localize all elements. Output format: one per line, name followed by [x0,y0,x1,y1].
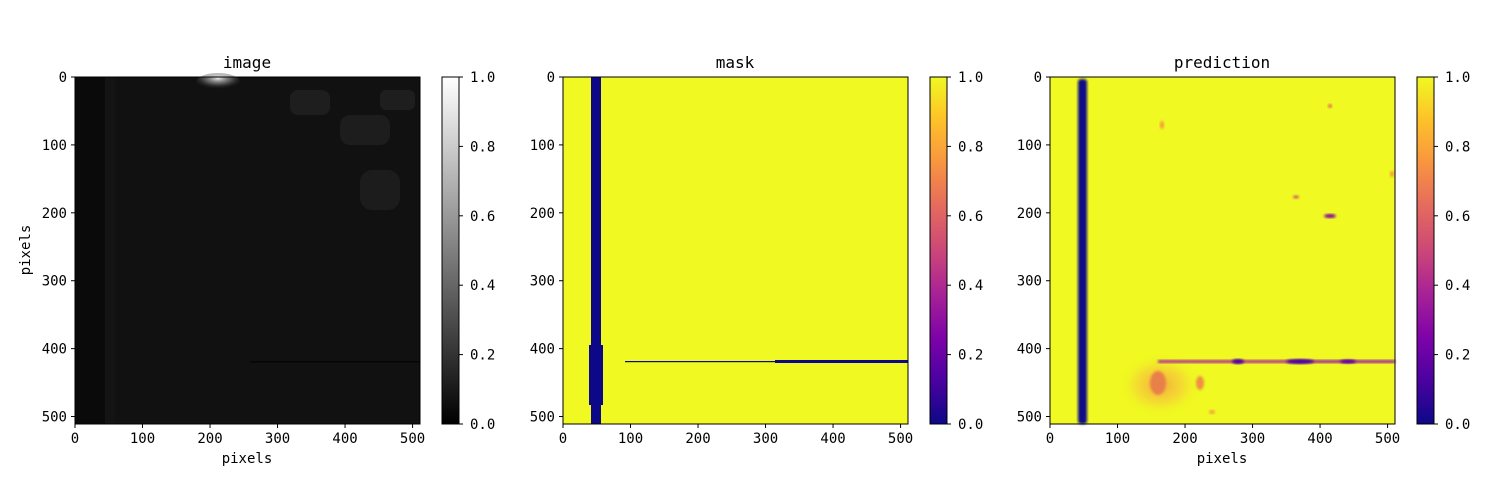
x-tick-label: 500 [400,431,425,447]
colorbar-ticks: 0.0 0.2 0.4 0.6 0.8 1.0 [947,70,983,433]
y-tick-label: 100 [42,138,67,154]
colorbar: 0.0 0.2 0.4 0.6 0.8 1.0 [441,70,495,433]
x-axis-label: pixels [1197,451,1248,467]
y-tick-label: 0 [547,70,555,86]
x-tick-label: 100 [130,431,155,447]
colorbar-ticks: 0.0 0.2 0.4 0.6 0.8 1.0 [1434,70,1470,433]
y-tick-label: 0 [59,70,67,86]
y-tick-label: 500 [1017,410,1042,426]
colorbar-tick-label: 0.0 [1445,417,1470,433]
colorbar: 0.0 0.2 0.4 0.6 0.8 1.0 [1416,70,1470,433]
mask-horizontal-line-thin [625,361,775,363]
x-axis: 0 100 200 300 400 500 [559,424,913,447]
colorbar-tick-label: 0.8 [470,139,495,155]
x-tick-label: 300 [1240,431,1265,447]
colorbar-tick-label: 0.6 [470,209,495,225]
colorbar-tick-label: 0.4 [958,278,983,294]
heatmap-prediction [1050,77,1395,424]
x-tick-label: 400 [332,431,357,447]
y-tick-label: 100 [1017,138,1042,154]
colorbar-tick-label: 0.0 [470,417,495,433]
colorbar-tick-label: 0.2 [470,348,495,364]
y-tick-label: 100 [530,138,555,154]
x-tick-label: 400 [820,431,845,447]
colorbar-tick-label: 0.6 [1445,209,1470,225]
x-axis: 0 100 200 300 400 500 [1046,424,1400,447]
panel-title: mask [716,53,755,72]
colorbar-tick-label: 1.0 [1445,70,1470,86]
panel-prediction: prediction 0 100 200 300 400 500 0 100 200 300 40… [1017,53,1471,467]
y-tick-label: 300 [1017,274,1042,290]
y-tick-label: 200 [1017,206,1042,222]
x-tick-label: 0 [559,431,567,447]
panel-mask: mask 0 100 200 300 400 500 0 100 200 300 400 500 0… [530,53,984,447]
x-tick-label: 200 [685,431,710,447]
colorbar-tick-label: 1.0 [470,70,495,86]
x-axis-label: pixels [222,451,273,467]
heatmap-mask [563,77,908,424]
colorbar-tick-label: 0.2 [1445,348,1470,364]
panel-title: image [223,53,271,72]
y-tick-label: 400 [1017,342,1042,358]
y-axis-label: pixels [18,225,34,276]
colorbar-tick-label: 0.4 [1445,278,1470,294]
y-tick-label: 300 [42,274,67,290]
y-tick-label: 400 [530,342,555,358]
colorbar-tick-label: 0.8 [958,139,983,155]
prediction-vertical-line [1078,79,1087,424]
y-axis: 0 100 200 300 400 500 [530,70,563,426]
y-axis: 0 100 200 300 400 500 [1017,70,1050,426]
x-tick-label: 500 [1375,431,1400,447]
x-axis: 0 100 200 300 400 500 [71,424,425,447]
mask-horizontal-line-thick [775,360,908,363]
colorbar-tick-label: 0.8 [1445,139,1470,155]
y-tick-label: 200 [530,206,555,222]
prediction-spot [1324,214,1336,218]
axes-frame [562,76,909,425]
colorbar-tick-label: 0.0 [958,417,983,433]
y-tick-label: 200 [42,206,67,222]
panel-image: image 0 100 200 300 400 500 0100200300400500 … [18,53,495,467]
colorbar-ticks: 0.0 0.2 0.4 0.6 0.8 1.0 [459,70,495,433]
mask-vertical-line [591,77,601,424]
colorbar: 0.0 0.2 0.4 0.6 0.8 1.0 [929,70,983,433]
x-tick-label: 200 [1172,431,1197,447]
y-tick-label: 500 [530,410,555,426]
x-tick-label: 0 [71,431,79,447]
x-tick-label: 100 [1105,431,1130,447]
y-tick-label: 400 [42,342,67,358]
colorbar-tick-label: 0.2 [958,348,983,364]
y-tick-label: 300 [530,274,555,290]
y-tick-label: 0 [1034,70,1042,86]
axes-frame [74,76,421,425]
axes-frame [1049,76,1396,425]
x-tick-label: 200 [197,431,222,447]
bright-region [196,73,240,91]
colorbar-tick-label: 0.4 [470,278,495,294]
x-tick-label: 400 [1307,431,1332,447]
x-tick-label: 100 [618,431,643,447]
colorbar-tick-label: 1.0 [958,70,983,86]
panel-title: prediction [1174,53,1270,72]
y-axis: 0 100 200 300 400 500 [42,70,75,426]
x-tick-label: 300 [753,431,778,447]
x-tick-label: 0 [1046,431,1054,447]
x-tick-label: 500 [888,431,913,447]
x-tick-label: 300 [265,431,290,447]
y-tick-label: 500 [42,410,67,426]
heatmap-image [75,73,420,424]
colorbar-tick-label: 0.6 [958,209,983,225]
